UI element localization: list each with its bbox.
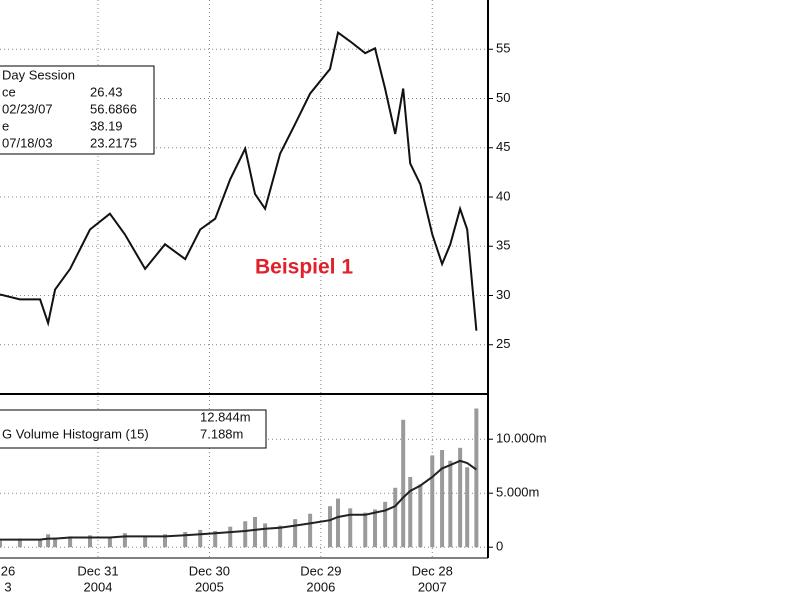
volume-bar bbox=[440, 450, 445, 548]
volume-bar bbox=[68, 536, 73, 548]
x-tick-label: Dec 31 bbox=[77, 563, 118, 578]
info-value: 26.43 bbox=[90, 84, 123, 99]
volume-bar bbox=[53, 537, 58, 548]
price-line bbox=[0, 30, 478, 331]
volume-bar bbox=[88, 535, 93, 548]
volume-bar bbox=[363, 512, 368, 548]
volume-bar bbox=[383, 501, 388, 548]
x-tick-label: 2006 bbox=[306, 579, 335, 594]
info-box bbox=[0, 409, 267, 449]
marks bbox=[0, 30, 479, 548]
y-tick-label: 35 bbox=[496, 238, 510, 253]
volume-bar bbox=[448, 460, 453, 548]
volume-bar bbox=[107, 537, 112, 548]
info-value: 56.6866 bbox=[90, 101, 137, 116]
info-value: 38.19 bbox=[90, 118, 123, 133]
info-label: 02/23/07 bbox=[2, 101, 53, 116]
volume-bar bbox=[328, 506, 333, 548]
volume-bar bbox=[474, 408, 479, 548]
volume-bar bbox=[393, 487, 398, 548]
volume-bar bbox=[465, 467, 470, 548]
info-value: 7.188m bbox=[200, 426, 243, 441]
volume-bar bbox=[308, 513, 313, 548]
y-tick-label: 45 bbox=[496, 139, 510, 154]
volume-bar bbox=[335, 498, 340, 548]
volume-bar bbox=[373, 509, 378, 548]
info-label: G Volume Histogram (15) bbox=[2, 426, 149, 441]
x-tick-label: 3 bbox=[4, 579, 11, 594]
volume-bar bbox=[228, 526, 233, 548]
volume-bar bbox=[278, 525, 283, 548]
y-tick-label: 5.000m bbox=[496, 485, 539, 500]
volume-bar bbox=[183, 532, 188, 548]
x-tick-label: Dec 30 bbox=[189, 563, 230, 578]
x-tick-label: 2004 bbox=[84, 579, 113, 594]
y-tick-label: 25 bbox=[496, 336, 510, 351]
x-tick-label: Dec 29 bbox=[300, 563, 341, 578]
volume-bar bbox=[408, 477, 413, 548]
price-line bbox=[0, 459, 477, 541]
volume-bar bbox=[0, 540, 2, 548]
x-tick-label: 2005 bbox=[195, 579, 224, 594]
volume-bar bbox=[263, 523, 268, 548]
volume-bar bbox=[418, 484, 423, 548]
y-tick-label: 0 bbox=[496, 539, 503, 554]
volume-bar bbox=[458, 447, 463, 548]
y-tick-label: 30 bbox=[496, 287, 510, 302]
info-box bbox=[0, 65, 155, 155]
x-tick-label: 26 bbox=[1, 563, 15, 578]
volume-bar bbox=[213, 531, 218, 548]
info-value: 23.2175 bbox=[90, 135, 137, 150]
volume-bar bbox=[293, 519, 298, 548]
y-tick-label: 10.000m bbox=[496, 431, 547, 446]
volume-bar bbox=[348, 508, 353, 548]
y-tick-label: 55 bbox=[496, 41, 510, 56]
volume-bar bbox=[401, 419, 406, 548]
y-tick-label: 40 bbox=[496, 188, 510, 203]
volume-bar bbox=[163, 534, 168, 548]
info-label: e bbox=[2, 118, 9, 133]
x-tick-label: 2007 bbox=[418, 579, 447, 594]
volume-bar bbox=[430, 455, 435, 548]
x-tick-label: Dec 28 bbox=[412, 563, 453, 578]
volume-bar bbox=[243, 521, 248, 548]
volume-bar bbox=[46, 534, 51, 548]
volume-bar bbox=[38, 539, 43, 548]
volume-bar bbox=[143, 536, 148, 548]
info-label: 07/18/03 bbox=[2, 135, 53, 150]
volume-bar bbox=[253, 516, 258, 548]
volume-bar bbox=[198, 529, 203, 548]
y-tick-label: 50 bbox=[496, 90, 510, 105]
info-value: 12.844m bbox=[200, 409, 251, 424]
info-label: ce bbox=[2, 84, 16, 99]
annotation: Beispiel 1 bbox=[255, 256, 353, 279]
volume-bar bbox=[17, 538, 22, 548]
volume-bar bbox=[122, 533, 127, 548]
info-title: Day Session bbox=[2, 67, 75, 82]
